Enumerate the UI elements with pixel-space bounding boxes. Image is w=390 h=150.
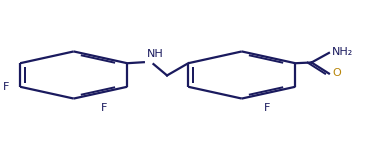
Text: NH: NH — [147, 49, 164, 59]
Text: F: F — [3, 82, 9, 92]
Text: NH₂: NH₂ — [332, 47, 353, 57]
Text: F: F — [101, 103, 108, 113]
Text: O: O — [333, 68, 342, 78]
Text: F: F — [263, 103, 270, 113]
